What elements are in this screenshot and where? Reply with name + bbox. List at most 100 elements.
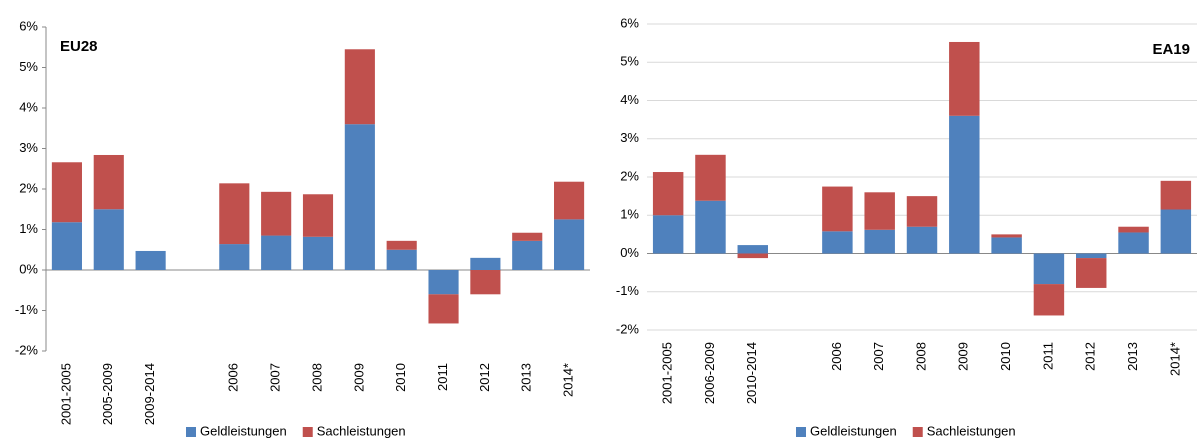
bar-segment — [695, 154, 726, 201]
bar-segment — [991, 234, 1022, 238]
bar-segment — [51, 162, 82, 223]
x-tick-label: 2009 — [351, 363, 366, 392]
bar-segment — [512, 232, 543, 241]
y-tick-label: -2% — [15, 342, 39, 357]
x-tick-label: 2007 — [871, 342, 886, 371]
x-tick-label: 2010 — [393, 363, 408, 392]
bar-segment — [554, 181, 585, 220]
x-tick-label: 2001-2005 — [58, 363, 73, 425]
x-tick-label: 2011 — [1040, 342, 1055, 370]
bar-segment — [93, 154, 124, 210]
bar-segment — [386, 249, 417, 270]
legend-swatch — [186, 427, 196, 437]
bar-segment — [991, 237, 1022, 254]
y-tick-label: 2% — [19, 180, 38, 195]
x-tick-label: 2013 — [1125, 342, 1140, 371]
bar-segment — [652, 172, 684, 216]
bar-segment — [219, 244, 250, 270]
bar-segment — [51, 222, 82, 270]
legend-label: Sachleistungen — [927, 423, 1016, 438]
bar-segment — [822, 186, 853, 232]
bar-segment — [428, 294, 459, 324]
y-tick-label: 0% — [19, 261, 38, 276]
bar-segment — [949, 41, 980, 116]
y-tick-label: 4% — [19, 99, 38, 114]
bar-segment — [822, 231, 853, 254]
legend-swatch — [796, 427, 806, 437]
bar-segment — [906, 196, 938, 227]
bar-segment — [302, 194, 334, 237]
bar-segment — [1033, 284, 1065, 316]
bar-segment — [554, 219, 585, 270]
y-tick-label: -1% — [616, 283, 640, 298]
bar-segment — [864, 192, 895, 230]
bar-segment — [470, 270, 501, 295]
y-tick-label: 0% — [620, 245, 639, 260]
bar-segment — [1118, 232, 1149, 254]
x-tick-label: 2014* — [1167, 342, 1182, 376]
y-tick-label: -1% — [15, 302, 39, 317]
bar-segment — [386, 240, 417, 250]
bar-segment — [512, 240, 543, 270]
x-tick-label: 2010-2014 — [744, 342, 759, 404]
bar-segment — [344, 124, 375, 270]
x-tick-label: 2012 — [477, 363, 492, 392]
y-tick-label: -2% — [616, 321, 640, 336]
legend-label: Geldleistungen — [200, 423, 287, 438]
bar-segment — [1160, 209, 1192, 254]
x-tick-label: 2001-2005 — [660, 342, 675, 404]
y-tick-label: 6% — [620, 15, 639, 30]
y-tick-label: 5% — [620, 54, 639, 69]
bar-segment — [652, 215, 684, 254]
bar-segment — [1118, 226, 1149, 233]
bar-segment — [219, 183, 250, 245]
y-tick-label: 4% — [620, 92, 639, 107]
bar-segment — [135, 250, 166, 270]
bar-segment — [737, 245, 768, 254]
bar-segment — [864, 229, 895, 254]
x-tick-label: 2006-2009 — [702, 342, 717, 404]
bar-segment — [949, 115, 980, 254]
x-tick-label: 2010 — [998, 342, 1013, 371]
x-tick-label: 2005-2009 — [100, 363, 115, 425]
bar-segment — [302, 236, 334, 270]
x-tick-label: 2006 — [829, 342, 844, 371]
x-tick-label: 2006 — [226, 363, 241, 392]
x-tick-label: 2011 — [435, 363, 450, 391]
bar-segment — [344, 49, 375, 125]
bar-segment — [1033, 253, 1065, 285]
bar-segment — [470, 257, 501, 270]
bar-segment — [737, 253, 768, 259]
y-tick-label: 2% — [620, 168, 639, 183]
y-tick-label: 5% — [19, 59, 38, 74]
x-tick-label: 2007 — [268, 363, 283, 392]
x-tick-label: 2012 — [1083, 342, 1098, 371]
legend-label: Geldleistungen — [810, 423, 897, 438]
legend-label: Sachleistungen — [317, 423, 406, 438]
y-tick-label: 3% — [620, 130, 639, 145]
x-tick-label: 2014* — [561, 363, 576, 397]
bar-segment — [906, 226, 938, 254]
chart-title: EU28 — [60, 38, 98, 55]
bar-segment — [1160, 180, 1192, 210]
bar-segment — [695, 200, 726, 254]
bar-segment — [93, 209, 124, 270]
bar-segment — [261, 191, 292, 236]
x-tick-label: 2009 — [956, 342, 971, 371]
y-tick-label: 1% — [19, 221, 38, 236]
chart-title: EA19 — [1152, 41, 1190, 58]
bar-segment — [1076, 253, 1107, 259]
bar-segment — [428, 270, 459, 295]
x-tick-label: 2013 — [519, 363, 534, 392]
legend-swatch — [302, 427, 313, 437]
legend-swatch — [912, 427, 923, 437]
y-tick-label: 1% — [620, 207, 639, 222]
x-tick-label: 2008 — [913, 342, 928, 371]
x-tick-label: 2008 — [309, 363, 324, 392]
x-tick-label: 2009-2014 — [142, 363, 157, 425]
bar-segment — [1076, 258, 1107, 288]
y-tick-label: 6% — [19, 18, 38, 33]
bar-segment — [261, 235, 292, 270]
y-tick-label: 3% — [19, 140, 38, 155]
